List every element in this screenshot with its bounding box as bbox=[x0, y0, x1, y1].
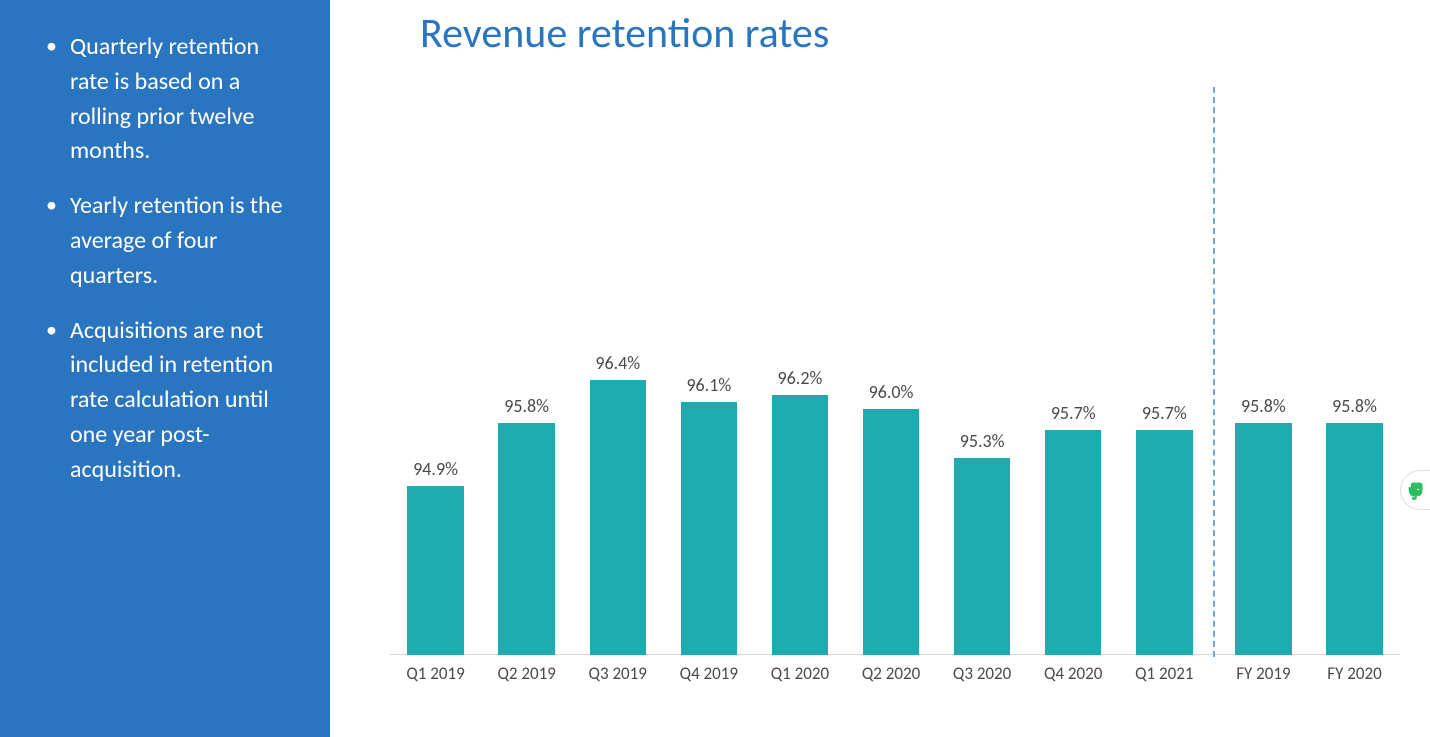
bar-category-label: Q1 2020 bbox=[754, 655, 845, 687]
bar-category-label: Q3 2019 bbox=[572, 655, 663, 687]
chart-divider-line bbox=[1213, 87, 1215, 657]
bar-value-label: 95.3% bbox=[960, 430, 1005, 452]
bar-value-label: 94.9% bbox=[413, 458, 458, 480]
bar-value-label: 95.7% bbox=[1142, 402, 1187, 424]
bar bbox=[863, 409, 919, 655]
bar-value-label: 95.7% bbox=[1051, 402, 1096, 424]
chart-x-labels: Q1 2019Q2 2019Q3 2019Q4 2019Q1 2020Q2 20… bbox=[390, 655, 1400, 687]
bar-category-label: Q1 2019 bbox=[390, 655, 481, 687]
sidebar-panel: Quarterly retention rate is based on a r… bbox=[0, 0, 330, 737]
bar bbox=[1326, 423, 1382, 655]
bar-value-label: 95.8% bbox=[1332, 395, 1377, 417]
chart-divider-slot bbox=[1210, 127, 1218, 655]
chart-bars: 94.9% 95.8% 96.4% 96.1% 96.2% 96.0% 95.3% 95.7%… bbox=[390, 127, 1400, 655]
sidebar-bullet: Yearly retention is the average of four … bbox=[40, 189, 300, 293]
bar-category-label: Q4 2020 bbox=[1028, 655, 1119, 687]
bar-value-label: 96.4% bbox=[595, 352, 640, 374]
evernote-icon bbox=[1406, 480, 1426, 500]
bar-group: 95.7% bbox=[1119, 127, 1210, 655]
bar-group: 95.8% bbox=[1218, 127, 1309, 655]
sidebar-bullet-list: Quarterly retention rate is based on a r… bbox=[40, 30, 300, 488]
bar-category-label: Q2 2020 bbox=[845, 655, 936, 687]
bar bbox=[498, 423, 554, 655]
bar-group: 96.1% bbox=[663, 127, 754, 655]
bar-category-label: Q4 2019 bbox=[663, 655, 754, 687]
bar-value-label: 95.8% bbox=[504, 395, 549, 417]
bar-value-label: 96.1% bbox=[686, 374, 731, 396]
main-panel: Revenue retention rates 94.9%95.8%96.4%9… bbox=[330, 0, 1430, 737]
bar-group: 95.3% bbox=[937, 127, 1028, 655]
chart-area: 94.9% 95.8% 96.4% 96.1% 96.2% 96.0% 95.3% 95.7%… bbox=[390, 127, 1400, 687]
bar bbox=[954, 458, 1010, 655]
bar bbox=[681, 402, 737, 655]
bar-value-label: 96.2% bbox=[778, 367, 823, 389]
bar-group: 95.8% bbox=[1309, 127, 1400, 655]
bar bbox=[1235, 423, 1291, 655]
bar-group: 95.7% bbox=[1028, 127, 1119, 655]
chart-plot: 94.9% 95.8% 96.4% 96.1% 96.2% 96.0% 95.3% 95.7%… bbox=[390, 127, 1400, 655]
bar bbox=[1045, 430, 1101, 655]
sidebar-bullet: Quarterly retention rate is based on a r… bbox=[40, 30, 300, 169]
bar-group: 94.9% bbox=[390, 127, 481, 655]
bar-group: 96.0% bbox=[845, 127, 936, 655]
bar-category-label: FY 2019 bbox=[1218, 655, 1309, 687]
bar bbox=[1136, 430, 1192, 655]
x-divider-spacer bbox=[1210, 655, 1218, 687]
bar bbox=[590, 380, 646, 655]
bar bbox=[772, 395, 828, 655]
bar-category-label: Q2 2019 bbox=[481, 655, 572, 687]
bar-category-label: Q1 2021 bbox=[1119, 655, 1210, 687]
bar-value-label: 95.8% bbox=[1241, 395, 1286, 417]
bar-group: 96.2% bbox=[754, 127, 845, 655]
bar-category-label: Q3 2020 bbox=[937, 655, 1028, 687]
bar-group: 96.4% bbox=[572, 127, 663, 655]
sidebar-bullet: Acquisitions are not included in retenti… bbox=[40, 314, 300, 488]
bar-category-label: FY 2020 bbox=[1309, 655, 1400, 687]
bar-group: 95.8% bbox=[481, 127, 572, 655]
bar-value-label: 96.0% bbox=[869, 381, 914, 403]
chart-title: Revenue retention rates bbox=[360, 0, 1400, 59]
bar bbox=[407, 486, 463, 655]
